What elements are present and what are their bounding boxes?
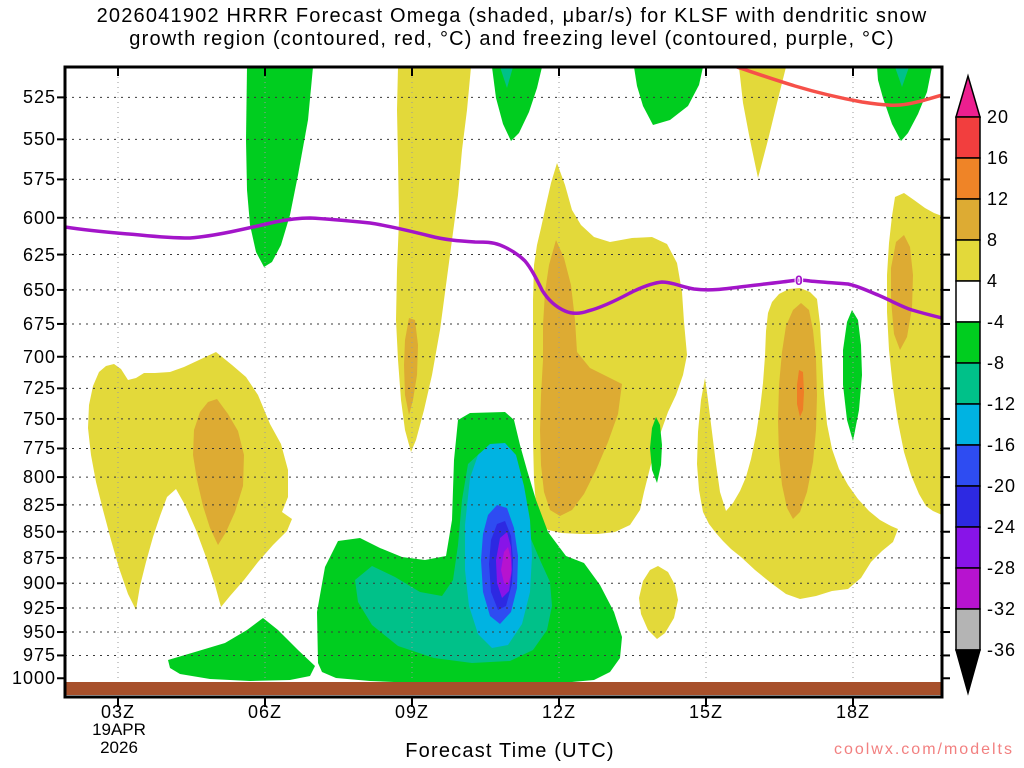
colorbar-under-arrow xyxy=(955,649,981,696)
y-tick-label: 750 xyxy=(22,408,56,429)
x-axis-date: 19APR 2026 xyxy=(88,721,150,757)
y-tick-label: 625 xyxy=(22,244,56,265)
omega-left-updraft-amber xyxy=(193,399,244,545)
colorbar-over-arrow xyxy=(954,73,982,118)
omega-east-lobe-yellow xyxy=(887,193,942,515)
colorbar-tick-label: 12 xyxy=(987,189,1010,209)
watermark-text: coolwx.com/modelts xyxy=(833,741,1014,758)
y-tick-label: 875 xyxy=(22,547,56,568)
omega-08z-top-teal xyxy=(500,67,513,88)
dendritic-snow-growth-line xyxy=(736,67,942,107)
omega-06z-column-green xyxy=(246,67,313,267)
colorbar-tick-label: -32 xyxy=(987,599,1017,619)
colorbar-tick-label: -24 xyxy=(987,517,1017,537)
colorbar-tick-label: -28 xyxy=(987,558,1017,578)
y-tick-label: 925 xyxy=(22,597,56,618)
x-tick-label: 15Z xyxy=(688,702,724,722)
x-tick-label: 18Z xyxy=(835,702,871,722)
freezing-level-contour-label: 0 xyxy=(795,272,803,288)
y-tick-label: 950 xyxy=(22,622,56,643)
omega-small-oval-yellow xyxy=(639,566,678,639)
y-tick-label: 600 xyxy=(22,207,56,228)
omega-18z-top-teal xyxy=(895,67,909,87)
y-tick-label: 800 xyxy=(22,467,56,488)
y-tick-label: 850 xyxy=(22,521,56,542)
y-tick-label: 900 xyxy=(22,573,56,594)
colorbar-tick-label: -16 xyxy=(987,435,1017,455)
omega-09z-column-amber xyxy=(404,318,418,415)
surface-terrain-band xyxy=(65,682,942,695)
colorbar-band xyxy=(955,567,981,610)
colorbar-band xyxy=(955,280,981,323)
colorbar-tick-label: -20 xyxy=(987,476,1017,496)
colorbar-tick-label: -12 xyxy=(987,394,1017,414)
colorbar-band xyxy=(955,157,981,200)
colorbar-band xyxy=(955,321,981,364)
y-tick-label: 775 xyxy=(22,438,56,459)
y-tick-label: 825 xyxy=(22,494,56,515)
x-tick-label: 03Z xyxy=(100,702,136,722)
omega-17z-column-orange xyxy=(797,370,804,417)
omega-surface-mound-green xyxy=(168,618,315,681)
colorbar-tick-label: 16 xyxy=(987,148,1010,168)
x-tick-label: 06Z xyxy=(247,702,283,722)
plot-area xyxy=(65,67,942,697)
y-tick-label: 725 xyxy=(22,378,56,399)
x-tick-label: 12Z xyxy=(541,702,577,722)
colorbar-band xyxy=(955,444,981,487)
colorbar-tick-label: 8 xyxy=(987,230,999,250)
colorbar-band xyxy=(955,485,981,528)
colorbar-tick-label: 4 xyxy=(987,271,999,291)
y-tick-label: 525 xyxy=(22,87,56,108)
colorbar-band xyxy=(955,403,981,446)
colorbar-band xyxy=(955,239,981,282)
y-tick-label: 1000 xyxy=(11,668,56,689)
colorbar-band xyxy=(955,362,981,405)
chart-title-line2: growth region (contoured, red, °C) and f… xyxy=(129,28,895,50)
date-month-day: 19APR xyxy=(92,720,146,739)
colorbar-tick-label: -36 xyxy=(987,640,1017,660)
y-tick-label: 550 xyxy=(22,129,56,150)
chart-title: 2026041902 HRRR Forecast Omega (shaded, … xyxy=(0,5,1024,51)
omega-east-lobe-amber xyxy=(891,235,913,350)
omega-14z-sliver-green xyxy=(650,417,662,483)
omega-08z-top-green xyxy=(492,67,542,141)
colorbar-band xyxy=(955,526,981,569)
omega-1630z-spindle-green xyxy=(843,310,862,441)
y-tick-label: 575 xyxy=(22,169,56,190)
chart-title-line1: 2026041902 HRRR Forecast Omega (shaded, … xyxy=(96,5,928,27)
omega-1230z-wedge-yellow xyxy=(739,67,786,178)
y-tick-label: 975 xyxy=(22,645,56,666)
omega-core-magenta xyxy=(501,547,511,585)
colorbar-band xyxy=(955,608,981,651)
y-tick-label: 700 xyxy=(22,346,56,367)
plot-frame xyxy=(63,65,944,699)
colorbar-tick-label: 20 xyxy=(987,107,1010,127)
x-axis-title: Forecast Time (UTC) xyxy=(405,740,615,762)
colorbar-band xyxy=(955,198,981,241)
omega-1130z-top-green xyxy=(634,67,703,125)
omega-left-updraft-yellow xyxy=(88,352,292,610)
colorbar-band xyxy=(955,116,981,159)
x-tick-label: 09Z xyxy=(394,702,430,722)
freezing-level-line xyxy=(65,216,942,320)
y-tick-label: 675 xyxy=(22,313,56,334)
colorbar-tick-label: -8 xyxy=(987,353,1006,373)
colorbar-tick-label: -4 xyxy=(987,312,1006,332)
date-year: 2026 xyxy=(100,738,138,757)
y-tick-label: 650 xyxy=(22,279,56,300)
